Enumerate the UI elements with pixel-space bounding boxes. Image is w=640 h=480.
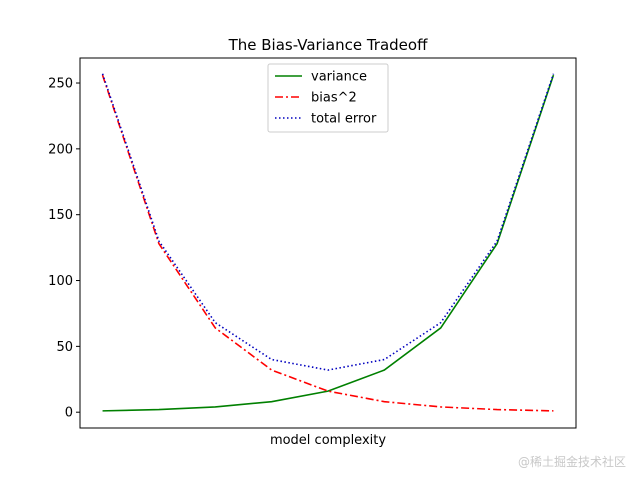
chart-title: The Bias-Variance Tradeoff [228,36,428,54]
y-tick-label: 150 [48,208,73,223]
y-tick-label: 200 [48,142,73,157]
legend-label: bias^2 [311,91,357,106]
series-line-bias-2 [101,74,554,412]
series-line-variance [102,74,555,412]
legend: variance bias^2 total error [267,63,389,133]
x-axis-label: model complexity [270,433,386,448]
watermark-text: @稀土掘金技术社区 [517,455,626,469]
y-tick-label: 50 [56,340,73,355]
series-layer [101,73,555,412]
legend-label: variance [311,70,367,85]
y-tick-label: 250 [48,77,73,92]
legend-box [267,63,389,133]
legend-label: total error [311,112,377,127]
y-tick-label: 0 [65,406,73,421]
y-tick-label: 100 [48,274,73,289]
legend-entries: variance bias^2 total error [275,70,377,127]
series-line-total-error [101,73,555,371]
plot-frame [79,57,577,429]
y-axis-ticks: 0 50 100 150 200 250 [48,77,80,421]
